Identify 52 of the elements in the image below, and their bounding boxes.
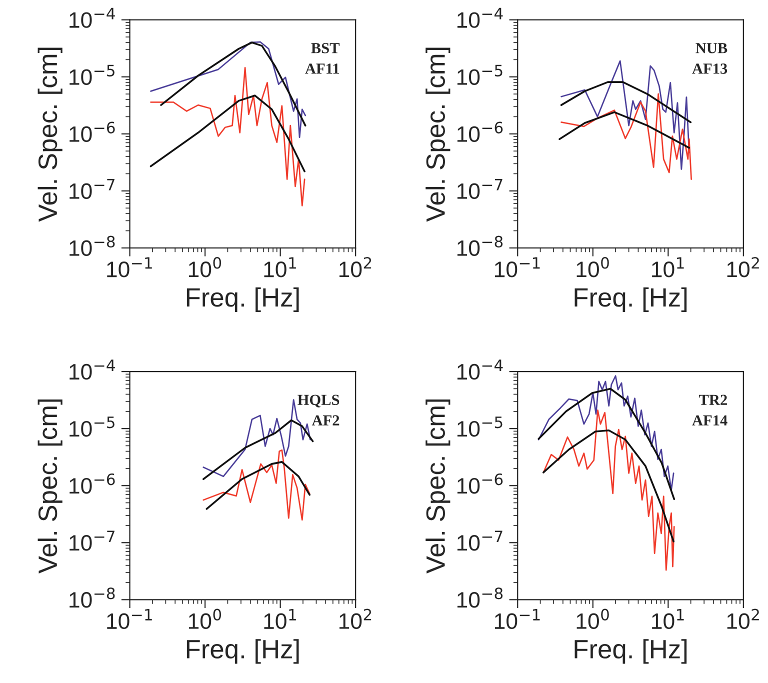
- annotation: AF2: [312, 415, 340, 426]
- y-tick-label: 10$^{−8}$: [457, 236, 503, 256]
- y-tick-label: 10$^{−4}$: [70, 8, 115, 28]
- x-tick-label: 10$^{1}$: [264, 257, 296, 278]
- y-tick-label: 10$^{−8}$: [70, 588, 115, 608]
- y-tick-label: 10$^{−5}$: [457, 416, 502, 437]
- x-tick-label: 10$^{0}$: [576, 608, 609, 630]
- y-tick-label: 10$^{−7}$: [70, 530, 114, 551]
- y-tick-label: 10$^{−5}$: [70, 416, 114, 437]
- y-tick-label: 10$^{−7}$: [70, 178, 114, 200]
- x-tick-label: 10$^{1}$: [652, 257, 684, 278]
- y-tick-label: 10$^{−4}$: [70, 360, 115, 380]
- y-tick-label: 10$^{−6}$: [70, 473, 115, 494]
- annotation: TR2: [698, 394, 727, 405]
- x-tick-label: 10$^{−1}$: [494, 608, 540, 630]
- x-axis-title: Freq. [Hz]: [574, 287, 687, 312]
- x-tick-label: 10$^{1}$: [652, 608, 684, 630]
- y-axis-title: Vel. Spec. [cm]: [426, 48, 450, 222]
- y-tick-label: 10$^{−7}$: [457, 178, 502, 200]
- y-axis-title: Vel. Spec. [cm]: [38, 399, 62, 574]
- x-tick-label: 10$^{0}$: [188, 257, 222, 278]
- y-tick-label: 10$^{−6}$: [70, 122, 115, 142]
- y-tick-label: 10$^{−4}$: [457, 8, 503, 28]
- annotation: AF13: [692, 64, 728, 74]
- x-axis-title: Freq. [Hz]: [186, 287, 299, 312]
- x-tick-label: 10$^{2}$: [340, 257, 372, 278]
- y-tick-label: 10$^{−8}$: [457, 588, 503, 608]
- x-tick-label: 10$^{2}$: [340, 608, 372, 630]
- x-axis-title: Freq. [Hz]: [186, 639, 299, 664]
- annotation: BST: [311, 43, 340, 54]
- x-tick-label: 10$^{2}$: [727, 257, 759, 278]
- annotation: NUB: [696, 43, 728, 54]
- x-tick-label: 10$^{−1}$: [107, 608, 152, 630]
- y-tick-label: 10$^{−7}$: [457, 530, 502, 551]
- y-tick-label: 10$^{−5}$: [70, 64, 114, 85]
- y-tick-label: 10$^{−5}$: [457, 64, 502, 85]
- x-tick-label: 10$^{−1}$: [107, 257, 152, 278]
- x-tick-label: 10$^{−1}$: [494, 257, 540, 278]
- x-axis-title: Freq. [Hz]: [574, 639, 687, 664]
- y-tick-label: 10$^{−6}$: [457, 122, 503, 142]
- y-axis-title: Vel. Spec. [cm]: [38, 48, 62, 222]
- x-tick-label: 10$^{0}$: [188, 608, 222, 630]
- x-tick-label: 10$^{1}$: [264, 608, 296, 630]
- y-tick-label: 10$^{−8}$: [70, 236, 115, 256]
- annotation: AF14: [692, 415, 728, 426]
- x-tick-label: 10$^{0}$: [576, 257, 609, 278]
- x-tick-label: 10$^{2}$: [727, 608, 759, 630]
- annotation: AF11: [305, 64, 339, 74]
- y-tick-label: 10$^{−6}$: [457, 473, 503, 494]
- annotation: HQLS: [298, 394, 340, 408]
- y-tick-label: 10$^{−4}$: [457, 360, 503, 380]
- y-axis-title: Vel. Spec. [cm]: [426, 399, 450, 574]
